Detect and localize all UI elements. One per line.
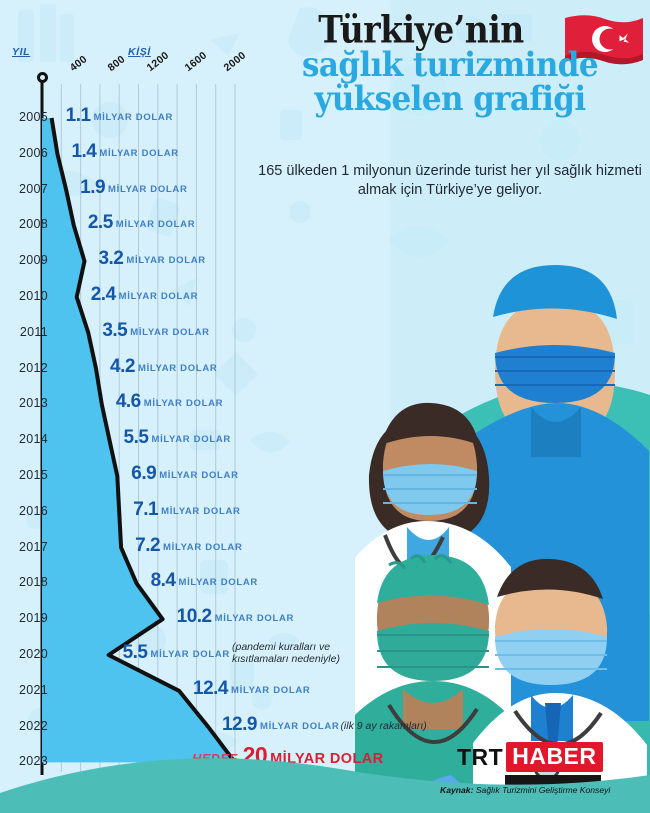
value-label-2006: 1.4 MİLYAR DOLAR bbox=[71, 141, 178, 163]
value-label-2005: 1.1 MİLYAR DOLAR bbox=[66, 105, 173, 127]
value-label-2013: 4.6 MİLYAR DOLAR bbox=[116, 391, 223, 413]
value-label-2021: 12.4 MİLYAR DOLAR bbox=[193, 678, 310, 700]
value-label-2019: 10.2 MİLYAR DOLAR bbox=[177, 606, 294, 628]
value-unit: MİLYAR DOLAR bbox=[130, 326, 210, 338]
axis-header-year: YIL bbox=[12, 46, 31, 58]
value-number: 1.1 bbox=[65, 105, 91, 126]
turkish-flag-icon bbox=[565, 15, 643, 65]
value-unit: MİLYAR DOLAR bbox=[163, 541, 243, 553]
value-label-2008: 2.5 MİLYAR DOLAR bbox=[88, 212, 195, 234]
value-label-2017: 7.2 MİLYAR DOLAR bbox=[135, 535, 242, 557]
axis-header-people: KİŞİ bbox=[128, 46, 151, 58]
value-number: 7.1 bbox=[133, 498, 159, 520]
source-credit: Kaynak: Sağlık Turizmini Geliştirme Kons… bbox=[440, 785, 610, 795]
year-label-2012: 2012 bbox=[18, 360, 48, 375]
year-label-2007: 2007 bbox=[18, 181, 48, 196]
year-label-2013: 2013 bbox=[18, 396, 48, 411]
value-label-2020: 5.5 MİLYAR DOLAR(pandemi kuralları ve kıs… bbox=[122, 641, 342, 665]
value-note-2020: (pandemi kuralları ve kısıtlamaları nede… bbox=[231, 641, 340, 665]
year-label-2021: 2021 bbox=[18, 682, 48, 697]
value-number: 4.2 bbox=[110, 355, 135, 377]
title-line-1: Türkiye’nin bbox=[318, 8, 524, 52]
value-number: 7.2 bbox=[135, 534, 161, 556]
value-label-2022: 12.9 MİLYAR DOLAR(ilk 9 ay rakamları) bbox=[222, 714, 427, 736]
value-unit: MİLYAR DOLAR bbox=[159, 470, 239, 481]
value-label-2018: 8.4 MİLYAR DOLAR bbox=[151, 570, 258, 592]
doctors-illustration bbox=[355, 265, 650, 795]
value-number: 8.4 bbox=[150, 570, 176, 592]
value-label-2015: 6.9 MİLYAR DOLAR bbox=[131, 463, 238, 485]
year-label-2016: 2016 bbox=[18, 503, 48, 518]
value-number: 1.4 bbox=[71, 140, 97, 162]
area-chart: YIL KİŞİ 400 800 1200 1600 2000 2005 2006 2007… bbox=[12, 46, 427, 775]
value-unit: MİLYAR DOLAR bbox=[108, 183, 188, 195]
header-title-block: Türkiye’nin sağlık turizminde yükselen g… bbox=[250, 8, 650, 158]
value-number: 4.6 bbox=[115, 391, 141, 413]
year-label-2023: 2023 bbox=[18, 754, 48, 769]
value-number: 10.2 bbox=[176, 606, 212, 628]
year-label-2015: 2015 bbox=[18, 468, 48, 482]
value-unit: MİLYAR DOLAR bbox=[93, 112, 174, 123]
source-label: Kaynak: bbox=[440, 785, 474, 795]
value-number: 5.5 bbox=[123, 427, 149, 449]
value-unit: MİLYAR DOLAR bbox=[259, 720, 340, 732]
value-label-2012: 4.2 MİLYAR DOLAR bbox=[110, 356, 217, 378]
value-number: 12.9 bbox=[221, 713, 257, 735]
header-subtitle: 165 ülkeden 1 milyonun üzerinde turist h… bbox=[258, 163, 642, 198]
value-number: 2.5 bbox=[87, 212, 113, 234]
value-label-2010: 2.4 MİLYAR DOLAR bbox=[91, 284, 198, 306]
value-label-2011: 3.5 MİLYAR DOLAR bbox=[102, 320, 209, 342]
brand-trt: TRT bbox=[457, 743, 504, 770]
year-label-2010: 2010 bbox=[18, 289, 48, 303]
year-label-2011: 2011 bbox=[19, 324, 48, 339]
value-number: 3.2 bbox=[98, 248, 124, 270]
value-unit: MİLYAR DOLAR bbox=[150, 649, 230, 660]
value-number: 12.4 bbox=[193, 677, 228, 699]
trt-haber-logo: TRT HABER bbox=[457, 742, 603, 772]
value-unit: MİLYAR DOLAR bbox=[143, 398, 224, 410]
year-label-2019: 2019 bbox=[18, 611, 48, 626]
value-unit: MİLYAR DOLAR bbox=[115, 219, 196, 231]
footer-teal-band bbox=[0, 758, 650, 813]
year-label-2017: 2017 bbox=[18, 539, 48, 554]
value-number: 6.9 bbox=[131, 463, 157, 484]
value-unit: MİLYAR DOLAR bbox=[151, 434, 231, 446]
title-line-2: sağlık turizminde bbox=[302, 45, 599, 85]
year-label-2018: 2018 bbox=[18, 575, 48, 590]
value-label-2009: 3.2 MİLYAR DOLAR bbox=[98, 248, 205, 270]
value-unit: MİLYAR DOLAR bbox=[178, 577, 258, 589]
chart-canvas bbox=[40, 82, 237, 775]
value-unit: MİLYAR DOLAR bbox=[118, 291, 199, 302]
value-unit: MİLYAR DOLAR bbox=[99, 147, 179, 159]
value-number: 1.9 bbox=[80, 176, 106, 198]
axis-zero-marker bbox=[37, 72, 48, 83]
year-label-2020: 2020 bbox=[18, 647, 48, 661]
year-label-2005: 2005 bbox=[18, 110, 48, 124]
year-label-2009: 2009 bbox=[18, 253, 48, 268]
value-unit: MİLYAR DOLAR bbox=[231, 684, 311, 696]
value-label-2016: 7.1 MİLYAR DOLAR bbox=[133, 499, 240, 521]
year-label-2008: 2008 bbox=[18, 217, 48, 232]
value-unit: MİLYAR DOLAR bbox=[137, 362, 218, 374]
source-text: Sağlık Turizmini Geliştirme Konseyi bbox=[475, 785, 611, 795]
value-unit: MİLYAR DOLAR bbox=[126, 255, 206, 267]
brand-haber: HABER bbox=[506, 742, 603, 772]
value-unit: MİLYAR DOLAR bbox=[214, 613, 295, 625]
year-label-2022: 2022 bbox=[18, 718, 48, 733]
value-label-2014: 5.5 MİLYAR DOLAR bbox=[124, 427, 231, 449]
title-line-3: yükselen grafiği bbox=[314, 79, 586, 119]
value-note-2022: (ilk 9 ay rakamları) bbox=[340, 719, 427, 732]
target-unit: MİLYAR DOLAR bbox=[270, 751, 384, 767]
value-number: 3.5 bbox=[102, 319, 128, 341]
value-number: 5.5 bbox=[122, 642, 148, 663]
value-number: 2.4 bbox=[90, 284, 116, 305]
year-label-2006: 2006 bbox=[18, 145, 48, 160]
value-unit: MİLYAR DOLAR bbox=[161, 505, 241, 517]
year-label-2014: 2014 bbox=[18, 432, 48, 447]
value-label-2007: 1.9 MİLYAR DOLAR bbox=[80, 177, 187, 199]
